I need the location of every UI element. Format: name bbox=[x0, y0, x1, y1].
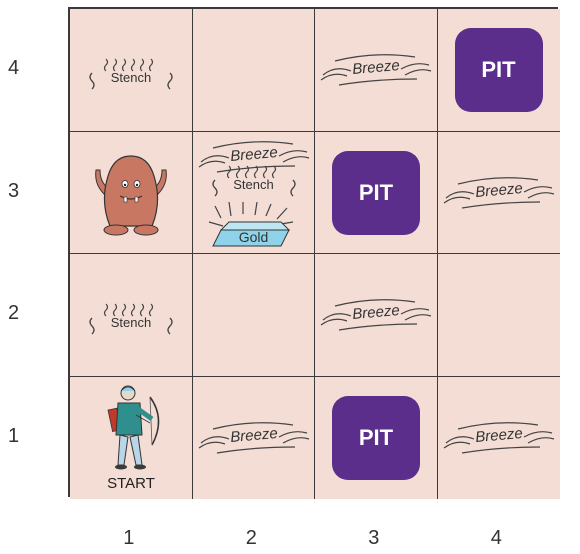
column-label: 3 bbox=[368, 527, 380, 549]
grid-cell-2-4 bbox=[192, 9, 315, 132]
grid-cell-1-4: Stench bbox=[70, 9, 193, 132]
grid-cell-3-4: Breeze bbox=[315, 9, 438, 132]
gold-bar-icon: Gold bbox=[193, 201, 315, 250]
grid-cell-1-3 bbox=[70, 131, 193, 254]
stench-label: Stench bbox=[110, 70, 152, 85]
breeze-indicator: Breeze bbox=[438, 417, 560, 457]
breeze-indicator: Breeze bbox=[315, 294, 437, 334]
grid-cell-4-4: PIT bbox=[437, 9, 560, 132]
stench-label: Stench bbox=[233, 176, 274, 192]
grid-cell-3-2: Breeze bbox=[315, 254, 438, 377]
grid-cell-2-2 bbox=[192, 254, 315, 377]
pit-tile: PIT bbox=[454, 28, 543, 112]
stench-indicator: Stench bbox=[70, 55, 192, 97]
breeze-indicator: Breeze bbox=[193, 417, 315, 457]
breeze-indicator: Breeze bbox=[315, 49, 437, 89]
wumpus-monster-icon bbox=[70, 132, 192, 259]
wumpus-world-grid: Stench Breeze PIT Breeze Stench Gold PIT Breeze… bbox=[68, 7, 560, 499]
pit-tile: PIT bbox=[332, 395, 420, 480]
row-label: 2 bbox=[8, 302, 20, 325]
stench-indicator: Stench bbox=[193, 162, 315, 204]
gold-label: Gold bbox=[238, 228, 269, 245]
archer-agent-icon bbox=[70, 379, 192, 484]
column-label: 1 bbox=[123, 527, 135, 549]
grid-cell-4-3: Breeze bbox=[437, 131, 560, 254]
grid-cell-3-1: PIT bbox=[315, 376, 438, 499]
grid-cell-2-3: Breeze Stench Gold bbox=[192, 131, 315, 254]
row-label: 3 bbox=[8, 179, 20, 202]
breeze-indicator: Breeze bbox=[438, 172, 560, 212]
grid-cell-4-2 bbox=[437, 254, 560, 377]
grid-cell-1-2: Stench bbox=[70, 254, 193, 377]
row-label: 1 bbox=[8, 424, 20, 447]
row-label: 4 bbox=[8, 57, 20, 80]
stench-indicator: Stench bbox=[70, 300, 192, 342]
grid-cell-2-1: Breeze bbox=[192, 376, 315, 499]
column-label: 2 bbox=[245, 527, 257, 549]
pit-tile: PIT bbox=[332, 150, 420, 235]
start-label: START bbox=[107, 474, 155, 492]
stench-label: Stench bbox=[110, 315, 152, 330]
breeze-indicator: Breeze bbox=[193, 136, 315, 176]
grid-cell-3-3: PIT bbox=[315, 131, 438, 254]
column-label: 4 bbox=[490, 527, 502, 549]
grid-cell-4-1: Breeze bbox=[437, 376, 560, 499]
grid-cell-1-1: START bbox=[70, 376, 193, 499]
